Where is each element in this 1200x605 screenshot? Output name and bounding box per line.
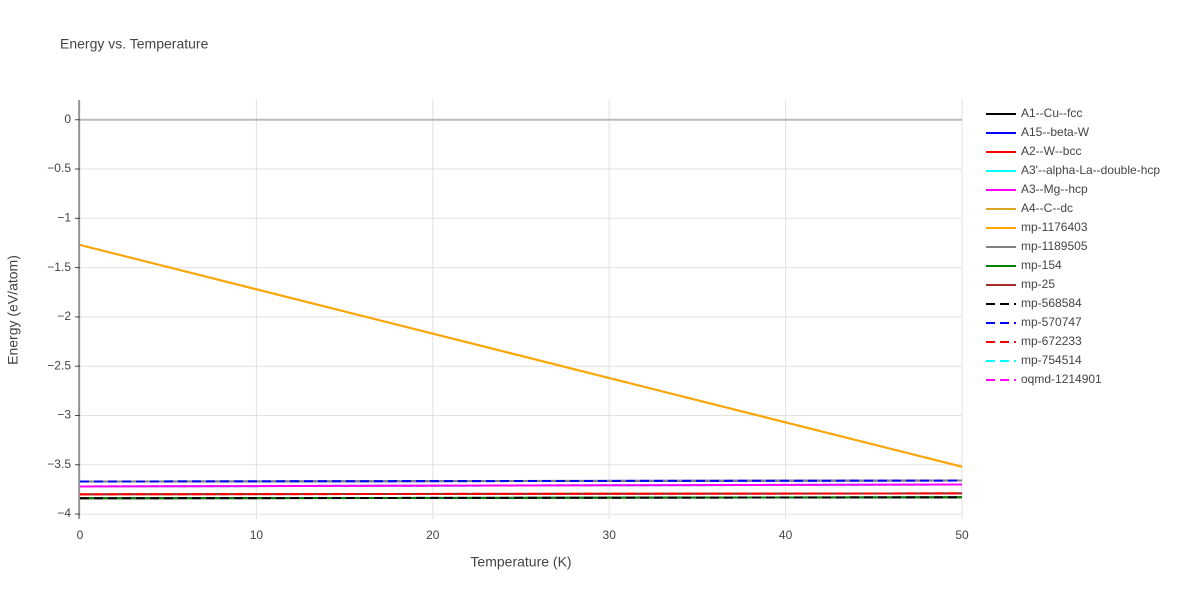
x-tick-label: 40 [779,528,793,542]
legend-label: A2--W--bcc [1021,144,1081,158]
x-tick-label: 30 [603,528,617,542]
y-tick-label: −2 [57,309,71,323]
legend-label: A4--C--dc [1021,201,1073,215]
legend-label: mp-568584 [1021,296,1082,310]
legend-label: oqmd-1214901 [1021,372,1102,386]
legend-label: mp-25 [1021,277,1055,291]
y-tick-label: 0 [64,112,71,126]
y-tick-label: −3.5 [47,457,71,471]
y-tick-label: −0.5 [47,161,71,175]
legend-label: mp-154 [1021,258,1062,272]
x-tick-label: 50 [955,528,969,542]
x-axis-label: Temperature (K) [470,554,571,570]
y-tick-label: −4 [57,506,71,520]
series-line [79,483,963,488]
legend-label: A3--Mg--hcp [1021,182,1088,196]
legend-label: mp-1176403 [1021,220,1088,234]
y-axis-label: Energy (eV/atom) [5,255,21,365]
chart-title: Energy vs. Temperature [60,36,209,52]
legend-label: mp-754514 [1021,353,1082,367]
y-tick-label: −1.5 [47,260,71,274]
legend-label: A15--beta-W [1021,125,1090,139]
legend-label: mp-570747 [1021,315,1082,329]
legend-label: mp-1189505 [1021,239,1088,253]
y-tick-label: −2.5 [47,358,71,372]
legend-label: A3'--alpha-La--double-hcp [1021,163,1160,177]
series-line [79,243,963,468]
y-tick-label: −1 [57,210,71,224]
x-tick-label: 10 [250,528,264,542]
series-line [79,479,963,483]
series-line [79,496,963,500]
legend-label: mp-672233 [1021,334,1082,348]
y-tick-label: −3 [57,408,71,422]
x-tick-label: 20 [426,528,440,542]
legend-label: A1--Cu--fcc [1021,106,1082,120]
x-tick-label: 0 [77,528,84,542]
series-line [79,492,963,496]
